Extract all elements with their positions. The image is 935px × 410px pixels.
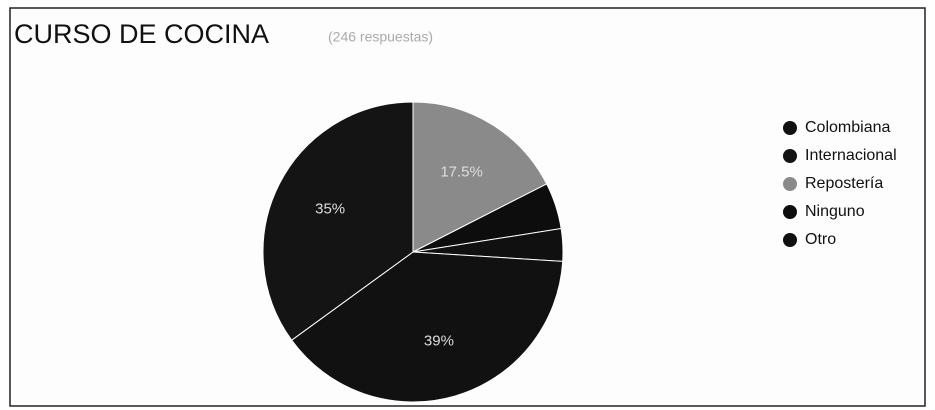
pie-slice [290,251,564,403]
legend-swatch [783,233,797,247]
legend-swatch [783,205,797,219]
pie-slice [262,101,414,341]
legend-swatch [783,149,797,163]
chart-subtitle: (246 respuestas) [328,29,433,45]
legend-label: Ninguno [805,203,865,220]
legend-label: Colombiana [805,119,890,136]
legend-label: Internacional [805,147,897,164]
legend-label: Repostería [805,175,883,192]
slice-label: 35% [315,201,345,218]
slice-label: 39% [424,332,454,349]
chart-title: CURSO DE COCINA [14,19,269,49]
legend-swatch [783,177,797,191]
legend-swatch [783,121,797,135]
legend-label: Otro [805,231,836,248]
pie-slice [412,101,548,253]
slice-label: 17.5% [440,164,483,181]
